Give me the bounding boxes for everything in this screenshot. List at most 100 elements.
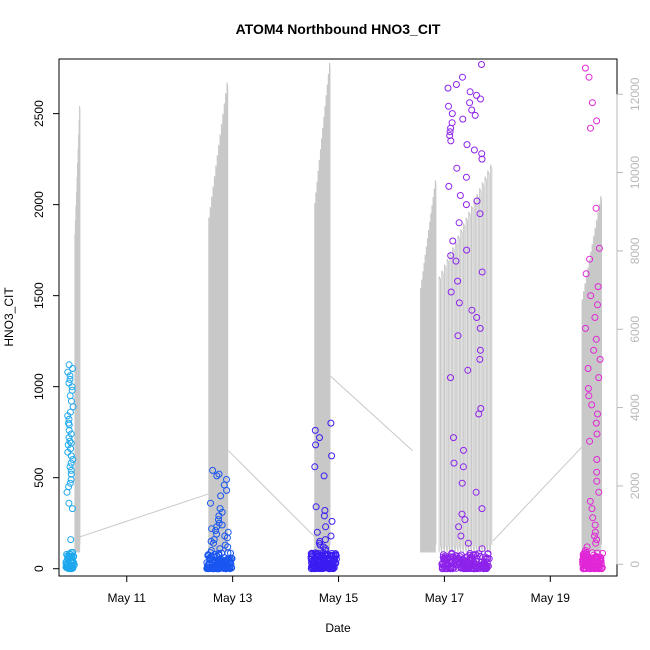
data-point [452,556,460,564]
data-point [68,386,76,394]
data-point [68,505,76,513]
data-point [582,270,590,278]
data-point [453,164,461,172]
altitude-transit-1 [228,450,316,538]
data-point [67,459,75,467]
data-point [459,560,467,568]
data-point [65,562,73,570]
data-point [459,463,467,471]
data-point [207,499,214,507]
data-point [471,111,479,119]
data-point [477,95,484,103]
data-point [69,365,77,372]
data-point [462,173,470,181]
data-point [308,549,316,557]
data-point [464,539,472,547]
data-point [583,543,591,551]
data-point [590,346,598,354]
data-point [466,88,474,96]
data-point [591,314,599,321]
data-point [478,268,486,276]
data-point [70,561,78,569]
data-point [321,536,329,544]
altitude-flight-0 [74,105,81,553]
altitude-flight-4 [438,164,493,553]
data-point [66,463,74,471]
data-point [473,197,481,205]
data-point [478,150,486,158]
y-tick-label: 500 [32,467,46,487]
data-point [207,547,215,554]
series-2 [307,419,340,573]
scatter-points [62,61,607,573]
data-point [587,561,595,569]
data-point [65,434,73,442]
data-point [312,564,319,572]
data-point [329,565,336,572]
data-point [460,446,467,454]
data-point [461,516,469,524]
y-axis-label: HNO3_CIT [2,287,16,347]
y-tick-label: 1000 [32,373,46,400]
data-point [452,257,460,265]
data-point [459,73,466,81]
data-point [463,141,471,149]
data-point [213,530,221,538]
data-point [591,528,599,536]
data-point [66,479,74,487]
data-point [462,201,470,209]
data-point [66,437,74,445]
chart-title: ATOM4 Northbound HNO3_CIT [236,21,441,37]
series-0 [62,361,78,573]
data-point [446,128,454,136]
data-point [311,426,319,434]
data-point [69,456,77,463]
data-point [592,539,600,547]
data-point [67,476,75,483]
data-point [65,483,73,491]
data-point [463,246,471,254]
data-point [66,408,74,416]
data-point [476,210,484,218]
x-axis: May 11 May 13 May 15 May 17 May 19 [108,575,570,605]
y2-tick-label: 0 [628,561,642,568]
data-point [206,564,214,572]
data-point [326,552,334,560]
data-point [456,192,464,199]
data-point [67,470,75,478]
data-point [64,554,72,562]
data-point [322,545,329,553]
data-point [320,512,328,520]
data-point [586,497,594,505]
data-point [592,419,600,427]
data-point [67,430,75,438]
data-point [596,556,604,564]
data-point [473,91,480,99]
data-point [593,468,601,476]
data-point [464,565,472,573]
data-point [450,434,457,442]
y-tick-label: 2000 [32,191,46,218]
data-point [65,419,72,427]
data-point [593,536,601,544]
data-point [480,565,488,573]
data-point [447,252,455,260]
data-point [458,510,466,518]
data-point [214,565,222,573]
data-point [439,553,447,561]
y-axis-left: 0 500 1000 1500 2000 2500 [32,100,60,572]
data-point [588,557,596,565]
y2-tick-label: 8000 [628,237,642,264]
data-point [67,466,75,474]
data-point [592,335,600,343]
altitude-flight-5 [581,195,602,553]
data-point [226,565,234,573]
altitude-series [74,62,602,553]
data-point [67,536,75,544]
y-axis-right: 0 2000 4000 6000 8000 10000 12000 [616,77,642,568]
data-point [457,532,465,540]
series-1 [203,466,236,573]
data-point [468,306,476,314]
data-point [224,528,232,536]
data-point [459,558,467,566]
